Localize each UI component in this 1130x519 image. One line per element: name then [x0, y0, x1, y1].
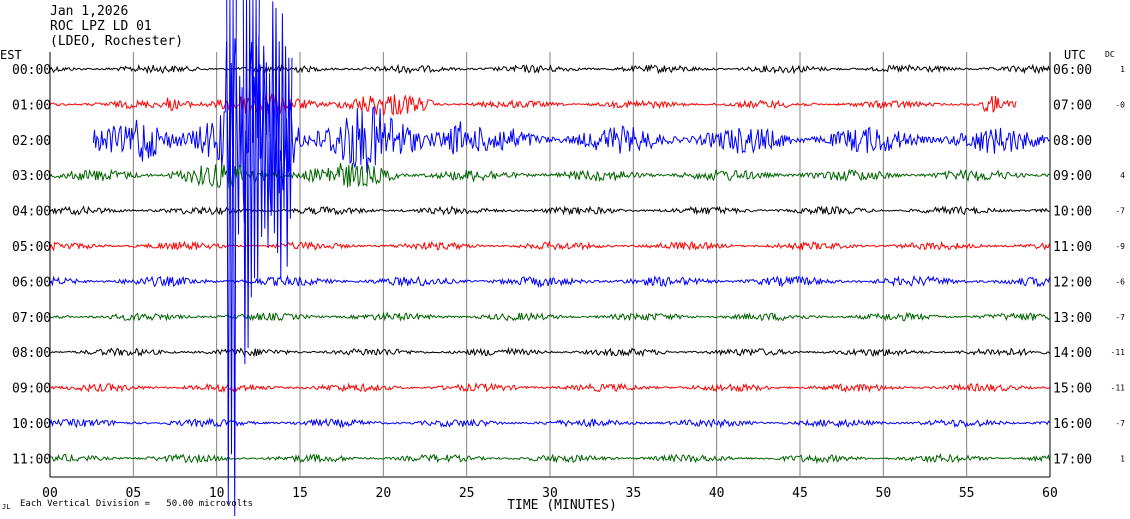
- large-event-burst: [242, 0, 260, 365]
- x-tick-label: 45: [792, 486, 808, 501]
- dc-column-label: DC: [1105, 50, 1115, 59]
- est-hour-label: 06:00: [12, 275, 51, 290]
- large-event-burst: [259, 1, 293, 280]
- dc-offset-label: -6: [1115, 277, 1125, 286]
- header-date: Jan 1,2026: [50, 4, 129, 19]
- est-hour-label: 08:00: [12, 346, 51, 361]
- dc-offset-label: -9: [1115, 242, 1125, 251]
- header-station: ROC LPZ LD 01: [50, 19, 152, 34]
- x-tick-label: 50: [876, 486, 892, 501]
- dc-offset-label: -7: [1115, 313, 1125, 322]
- x-axis-title: TIME (MINUTES): [507, 498, 617, 513]
- header-network: (LDEO, Rochester): [50, 34, 184, 49]
- est-hour-label: 01:00: [12, 98, 51, 113]
- trace-1000: [49, 417, 1050, 429]
- x-tick-label: 15: [292, 486, 308, 501]
- dc-offset-label: 1: [1120, 65, 1125, 74]
- trace-0200: [92, 34, 1051, 235]
- x-tick-label: 30: [542, 486, 558, 501]
- est-hour-label: 05:00: [12, 240, 51, 255]
- est-hour-label: 00:00: [12, 63, 51, 78]
- utc-hour-label: 15:00: [1053, 382, 1092, 397]
- large-event-burst: [226, 0, 237, 517]
- axis-labels: 00:00 06:00 1 01:00 07:00 -0 02:00 08:00 03:00 09…: [12, 63, 1125, 513]
- trace-0100: [49, 92, 1017, 116]
- utc-hour-label: 11:00: [1053, 240, 1092, 255]
- dc-offset-label: -7: [1115, 207, 1125, 216]
- utc-hour-label: 12:00: [1053, 275, 1092, 290]
- x-tick-label: 25: [459, 486, 475, 501]
- trace-0400: [49, 205, 1050, 216]
- est-hour-label: 09:00: [12, 382, 51, 397]
- est-hour-label: 04:00: [12, 205, 51, 220]
- dc-offset-label: 1: [1120, 454, 1125, 463]
- dc-offset-label: -11: [1111, 348, 1126, 357]
- dc-offset-label: 4: [1120, 171, 1125, 180]
- trace-0800: [49, 346, 1050, 358]
- x-tick-label: 00: [42, 486, 58, 501]
- x-tick-label: 05: [126, 486, 142, 501]
- dc-offset-label: -11: [1111, 384, 1126, 393]
- est-hour-label: 11:00: [12, 452, 51, 467]
- trace-0600: [49, 274, 1051, 288]
- utc-hour-label: 14:00: [1053, 346, 1092, 361]
- x-tick-label: 20: [376, 486, 392, 501]
- est-hour-label: 10:00: [12, 417, 51, 432]
- est-zone-label: EST: [0, 48, 22, 62]
- footer-mark: JL: [2, 503, 11, 511]
- trace-0300: [49, 162, 1050, 189]
- utc-hour-label: 13:00: [1053, 311, 1092, 326]
- trace-0700: [49, 311, 1050, 322]
- x-tick-label: 10: [209, 486, 225, 501]
- trace-0900: [50, 381, 1050, 394]
- est-hour-label: 02:00: [12, 134, 51, 149]
- seismic-traces: [49, 0, 1051, 517]
- x-tick-label: 55: [959, 486, 975, 501]
- minute-gridlines: [49, 52, 1051, 478]
- utc-hour-label: 16:00: [1053, 417, 1092, 432]
- trace-1100: [49, 452, 1051, 465]
- est-hour-label: 03:00: [12, 169, 51, 184]
- x-tick-label: 40: [709, 486, 725, 501]
- utc-hour-label: 06:00: [1053, 63, 1092, 78]
- dc-offset-label: -0: [1115, 100, 1125, 109]
- dc-offset-label: -7: [1115, 419, 1125, 428]
- x-tick-label: 35: [626, 486, 642, 501]
- footer-scale-note: Each Vertical Division = 50.00 microvolt…: [20, 499, 253, 509]
- trace-0500: [49, 240, 1051, 252]
- est-hour-label: 07:00: [12, 311, 51, 326]
- utc-hour-label: 09:00: [1053, 169, 1092, 184]
- utc-zone-label: UTC: [1064, 48, 1086, 62]
- x-tick-label: 60: [1042, 486, 1058, 501]
- trace-0000: [49, 63, 1051, 75]
- utc-hour-label: 10:00: [1053, 205, 1092, 220]
- utc-hour-label: 07:00: [1053, 98, 1092, 113]
- utc-hour-label: 08:00: [1053, 134, 1092, 149]
- utc-hour-label: 17:00: [1053, 452, 1092, 467]
